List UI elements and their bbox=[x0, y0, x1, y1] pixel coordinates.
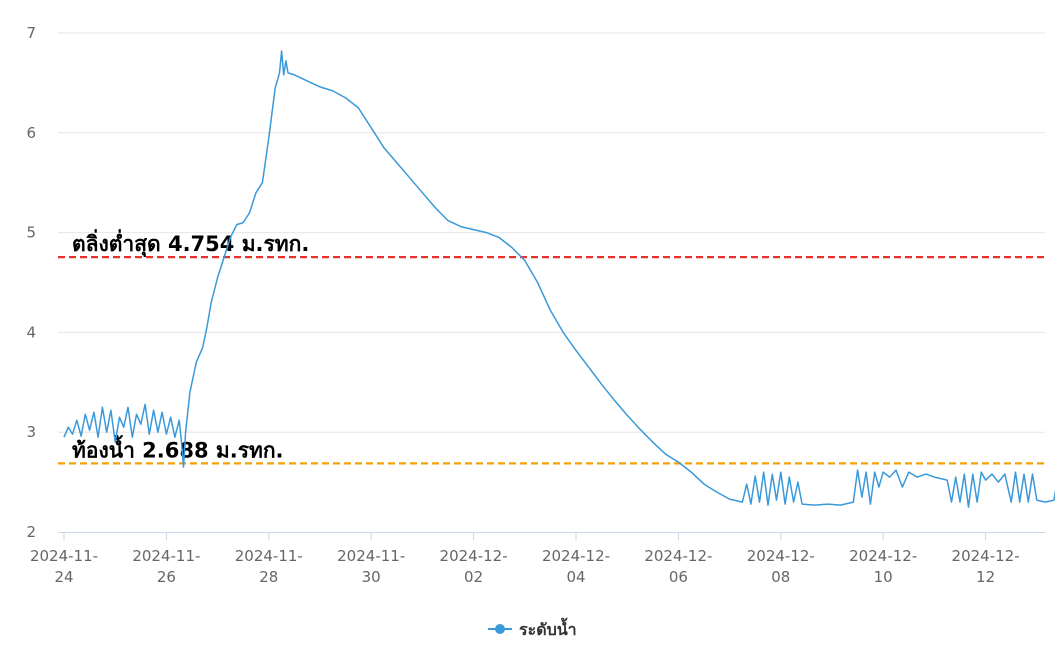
y-tick-label: 4 bbox=[26, 323, 36, 341]
x-tick-label: 2024-11- bbox=[30, 547, 98, 565]
series-line-water-level[interactable] bbox=[63, 50, 1055, 508]
x-tick-label-day: 02 bbox=[464, 568, 483, 586]
x-tick-label: 2024-11- bbox=[337, 547, 405, 565]
x-tick-label: 2024-11- bbox=[132, 547, 200, 565]
x-tick-label: 2024-12- bbox=[849, 547, 917, 565]
x-tick-label: 2024-12- bbox=[440, 547, 508, 565]
x-tick-label: 2024-12- bbox=[542, 547, 610, 565]
x-tick-label-day: 12 bbox=[976, 568, 995, 586]
y-tick-label: 7 bbox=[26, 24, 36, 42]
y-axis-ticks: 2 3 4 5 6 7 bbox=[26, 24, 36, 541]
x-tick-label-day: 28 bbox=[259, 568, 278, 586]
legend[interactable]: ระดับน้ำ bbox=[488, 617, 577, 639]
x-tick-label-day: 08 bbox=[771, 568, 790, 586]
x-tick-label: 2024-12- bbox=[644, 547, 712, 565]
grid-lines bbox=[58, 32, 1045, 433]
x-tick-label: 2024-11- bbox=[235, 547, 303, 565]
x-tick-label-day: 30 bbox=[362, 568, 381, 586]
threshold-label: ท้องน้ำ 2.688 ม.รทก. bbox=[72, 434, 284, 462]
legend-dot-marker bbox=[495, 624, 505, 634]
x-axis-ticks: 2024-11- 24 2024-11- 26 2024-11- 28 2024-11- 30… bbox=[30, 532, 1020, 586]
x-tick-label: 2024-12- bbox=[952, 547, 1020, 565]
x-tick-label: 2024-12- bbox=[747, 547, 815, 565]
y-tick-label: 6 bbox=[26, 124, 36, 142]
x-tick-label-day: 06 bbox=[669, 568, 688, 586]
threshold-lines: ตลิ่งต่ำสุด 4.754 ม.รทก. ท้องน้ำ 2.688 ม.… bbox=[58, 228, 1045, 465]
y-tick-label: 3 bbox=[26, 423, 36, 441]
x-tick-label-day: 24 bbox=[54, 568, 73, 586]
x-tick-label-day: 04 bbox=[566, 568, 585, 586]
x-tick-label-day: 26 bbox=[157, 568, 176, 586]
threshold-label: ตลิ่งต่ำสุด 4.754 ม.รทก. bbox=[72, 228, 309, 258]
legend-label-water-level: ระดับน้ำ bbox=[519, 617, 577, 639]
x-tick-label-day: 10 bbox=[874, 568, 893, 586]
y-tick-label: 2 bbox=[26, 523, 36, 541]
y-tick-label: 5 bbox=[26, 224, 36, 242]
